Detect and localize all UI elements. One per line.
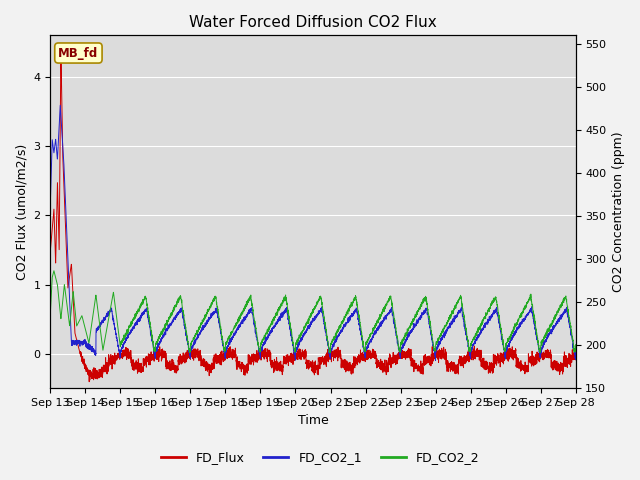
FD_CO2_2 xyxy=(461,319,468,324)
FD_Flux xyxy=(294,353,301,359)
FD_CO2_2 xyxy=(572,348,579,353)
Y-axis label: CO2 Flux (umol/m2/s): CO2 Flux (umol/m2/s) xyxy=(15,144,28,280)
FD_Flux xyxy=(141,361,149,367)
FD_CO2_1 xyxy=(56,102,64,108)
FD_CO2_2 xyxy=(50,268,58,274)
FD_CO2_2 xyxy=(402,331,410,337)
FD_CO2_2 xyxy=(47,309,54,315)
Title: Water Forced Diffusion CO2 Flux: Water Forced Diffusion CO2 Flux xyxy=(189,15,437,30)
FD_Flux xyxy=(572,354,579,360)
FD_CO2_1 xyxy=(47,199,54,204)
Line: FD_Flux: FD_Flux xyxy=(51,54,575,382)
FD_Flux xyxy=(47,247,54,253)
FD_Flux xyxy=(431,348,438,354)
FD_CO2_1 xyxy=(431,358,439,363)
FD_CO2_1 xyxy=(402,339,410,345)
FD_Flux xyxy=(57,51,65,57)
FD_Flux xyxy=(572,351,579,357)
FD_CO2_2 xyxy=(572,342,579,348)
FD_CO2_1 xyxy=(293,344,301,350)
X-axis label: Time: Time xyxy=(298,414,328,427)
FD_Flux xyxy=(402,350,410,356)
Text: MB_fd: MB_fd xyxy=(58,47,99,60)
FD_CO2_1 xyxy=(141,308,148,314)
FD_CO2_1 xyxy=(572,348,579,354)
FD_CO2_2 xyxy=(293,339,301,345)
FD_CO2_1 xyxy=(572,355,579,361)
Line: FD_CO2_1: FD_CO2_1 xyxy=(51,105,575,360)
FD_Flux xyxy=(85,379,93,384)
FD_CO2_2 xyxy=(141,296,148,301)
Y-axis label: CO2 Concentration (ppm): CO2 Concentration (ppm) xyxy=(612,132,625,292)
FD_CO2_1 xyxy=(461,321,468,326)
Line: FD_CO2_2: FD_CO2_2 xyxy=(51,271,575,353)
FD_CO2_2 xyxy=(431,348,438,354)
FD_Flux xyxy=(461,358,468,364)
FD_CO2_2 xyxy=(326,350,334,356)
FD_CO2_1 xyxy=(431,349,438,355)
Legend: FD_Flux, FD_CO2_1, FD_CO2_2: FD_Flux, FD_CO2_1, FD_CO2_2 xyxy=(156,446,484,469)
